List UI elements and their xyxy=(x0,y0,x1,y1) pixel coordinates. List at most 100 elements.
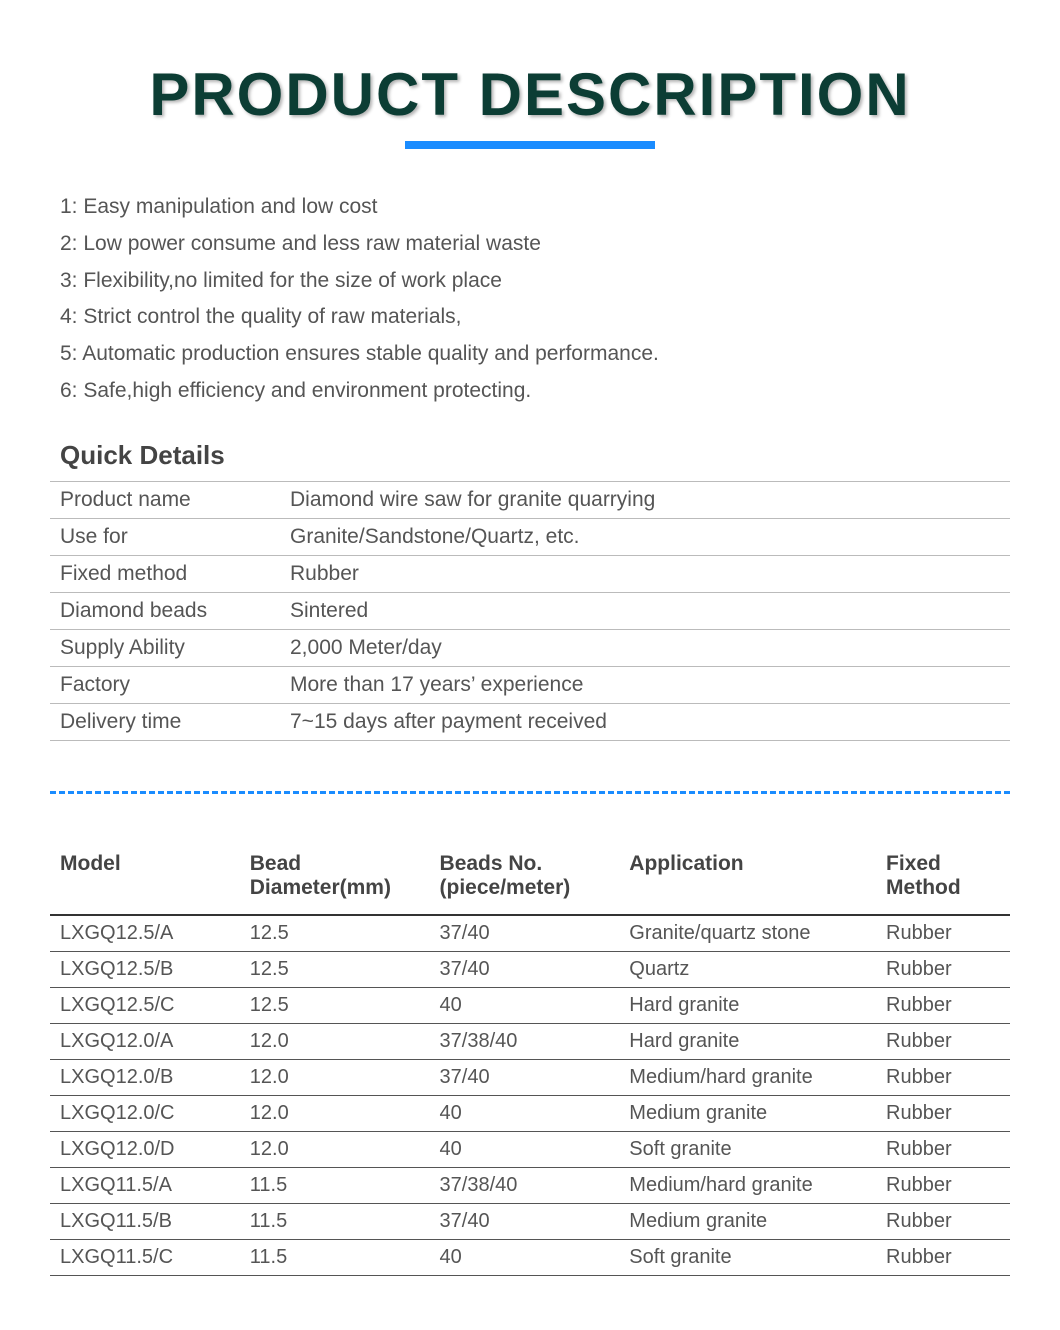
spec-col-3: Application xyxy=(619,844,876,915)
spec-row: LXGQ12.0/A12.037/38/40Hard graniteRubber xyxy=(50,1023,1010,1059)
spec-cell: 37/38/40 xyxy=(430,1167,620,1203)
spec-cell: LXGQ12.0/A xyxy=(50,1023,240,1059)
details-key: Fixed method xyxy=(50,555,280,592)
details-row: Supply Ability2,000 Meter/day xyxy=(50,629,1010,666)
spec-cell: Hard granite xyxy=(619,987,876,1023)
spec-row: LXGQ12.5/A12.537/40Granite/quartz stoneR… xyxy=(50,915,1010,952)
spec-row: LXGQ12.0/C12.040Medium graniteRubber xyxy=(50,1095,1010,1131)
spec-cell: 12.0 xyxy=(240,1095,430,1131)
spec-cell: 11.5 xyxy=(240,1203,430,1239)
spec-cell: LXGQ11.5/A xyxy=(50,1167,240,1203)
details-row: Diamond beadsSintered xyxy=(50,592,1010,629)
spec-cell: LXGQ12.5/B xyxy=(50,951,240,987)
spec-cell: 40 xyxy=(430,1239,620,1275)
details-value: 7~15 days after payment received xyxy=(280,703,1010,740)
title-block: PRODUCT DESCRIPTION xyxy=(50,0,1010,149)
spec-cell: 12.5 xyxy=(240,915,430,952)
title-underline xyxy=(405,141,655,149)
spec-row: LXGQ11.5/B11.537/40Medium graniteRubber xyxy=(50,1203,1010,1239)
quick-details-table: Product nameDiamond wire saw for granite… xyxy=(50,481,1010,741)
details-key: Use for xyxy=(50,518,280,555)
spec-cell: Medium granite xyxy=(619,1203,876,1239)
spec-cell: Medium granite xyxy=(619,1095,876,1131)
spec-cell: Rubber xyxy=(876,1059,1010,1095)
details-value: Rubber xyxy=(280,555,1010,592)
quick-details-heading: Quick Details xyxy=(60,440,1000,471)
spec-cell: Rubber xyxy=(876,951,1010,987)
spec-col-4: Fixed Method xyxy=(876,844,1010,915)
spec-col-0: Model xyxy=(50,844,240,915)
spec-cell: Quartz xyxy=(619,951,876,987)
spec-row: LXGQ12.0/B12.037/40Medium/hard graniteRu… xyxy=(50,1059,1010,1095)
section-divider xyxy=(50,791,1010,794)
spec-header-row: ModelBead Diameter(mm)Beads No. (piece/m… xyxy=(50,844,1010,915)
feature-item: 6: Safe,high efficiency and environment … xyxy=(60,373,1000,410)
page-root: PRODUCT DESCRIPTION 1: Easy manipulation… xyxy=(0,0,1060,1326)
spec-cell: Rubber xyxy=(876,1095,1010,1131)
spec-cell: 11.5 xyxy=(240,1167,430,1203)
spec-cell: 12.0 xyxy=(240,1131,430,1167)
feature-item: 1: Easy manipulation and low cost xyxy=(60,189,1000,226)
spec-cell: 37/40 xyxy=(430,951,620,987)
spec-cell: 12.5 xyxy=(240,987,430,1023)
page-title: PRODUCT DESCRIPTION xyxy=(50,60,1010,129)
spec-cell: 40 xyxy=(430,987,620,1023)
spec-cell: 12.0 xyxy=(240,1059,430,1095)
spec-cell: Rubber xyxy=(876,1167,1010,1203)
details-value: 2,000 Meter/day xyxy=(280,629,1010,666)
details-key: Diamond beads xyxy=(50,592,280,629)
spec-cell: 37/40 xyxy=(430,1059,620,1095)
spec-cell: Medium/hard granite xyxy=(619,1167,876,1203)
details-value: More than 17 years’ experience xyxy=(280,666,1010,703)
details-value: Sintered xyxy=(280,592,1010,629)
spec-row: LXGQ11.5/A11.537/38/40Medium/hard granit… xyxy=(50,1167,1010,1203)
feature-item: 4: Strict control the quality of raw mat… xyxy=(60,299,1000,336)
details-key: Product name xyxy=(50,481,280,518)
spec-col-1: Bead Diameter(mm) xyxy=(240,844,430,915)
spec-cell: 37/38/40 xyxy=(430,1023,620,1059)
spec-cell: LXGQ12.0/B xyxy=(50,1059,240,1095)
spec-cell: LXGQ12.0/C xyxy=(50,1095,240,1131)
spec-row: LXGQ12.5/C12.540Hard graniteRubber xyxy=(50,987,1010,1023)
details-value: Diamond wire saw for granite quarrying xyxy=(280,481,1010,518)
spec-row: LXGQ12.0/D12.040Soft graniteRubber xyxy=(50,1131,1010,1167)
spec-cell: 37/40 xyxy=(430,1203,620,1239)
details-row: Fixed methodRubber xyxy=(50,555,1010,592)
details-key: Supply Ability xyxy=(50,629,280,666)
spec-cell: LXGQ12.0/D xyxy=(50,1131,240,1167)
spec-row: LXGQ12.5/B12.537/40QuartzRubber xyxy=(50,951,1010,987)
feature-item: 2: Low power consume and less raw materi… xyxy=(60,226,1000,263)
details-value: Granite/Sandstone/Quartz, etc. xyxy=(280,518,1010,555)
details-key: Factory xyxy=(50,666,280,703)
spec-cell: Rubber xyxy=(876,987,1010,1023)
spec-cell: LXGQ11.5/B xyxy=(50,1203,240,1239)
spec-cell: 11.5 xyxy=(240,1239,430,1275)
feature-list: 1: Easy manipulation and low cost 2: Low… xyxy=(60,189,1000,410)
spec-row: LXGQ11.5/C11.540Soft graniteRubber xyxy=(50,1239,1010,1275)
spec-cell: LXGQ11.5/C xyxy=(50,1239,240,1275)
feature-item: 5: Automatic production ensures stable q… xyxy=(60,336,1000,373)
spec-cell: Medium/hard granite xyxy=(619,1059,876,1095)
spec-cell: Rubber xyxy=(876,1131,1010,1167)
spec-cell: Rubber xyxy=(876,915,1010,952)
spec-cell: LXGQ12.5/C xyxy=(50,987,240,1023)
details-row: Use forGranite/Sandstone/Quartz, etc. xyxy=(50,518,1010,555)
spec-cell: Soft granite xyxy=(619,1239,876,1275)
spec-cell: 40 xyxy=(430,1131,620,1167)
spec-col-2: Beads No. (piece/meter) xyxy=(430,844,620,915)
spec-cell: 37/40 xyxy=(430,915,620,952)
spec-cell: Rubber xyxy=(876,1239,1010,1275)
details-key: Delivery time xyxy=(50,703,280,740)
spec-cell: LXGQ12.5/A xyxy=(50,915,240,952)
spec-cell: 12.0 xyxy=(240,1023,430,1059)
feature-item: 3: Flexibility,no limited for the size o… xyxy=(60,263,1000,300)
details-row: FactoryMore than 17 years’ experience xyxy=(50,666,1010,703)
spec-cell: 40 xyxy=(430,1095,620,1131)
spec-cell: Soft granite xyxy=(619,1131,876,1167)
spec-cell: Rubber xyxy=(876,1203,1010,1239)
details-row: Delivery time7~15 days after payment rec… xyxy=(50,703,1010,740)
spec-table: ModelBead Diameter(mm)Beads No. (piece/m… xyxy=(50,844,1010,1276)
spec-cell: Granite/quartz stone xyxy=(619,915,876,952)
details-row: Product nameDiamond wire saw for granite… xyxy=(50,481,1010,518)
spec-cell: 12.5 xyxy=(240,951,430,987)
